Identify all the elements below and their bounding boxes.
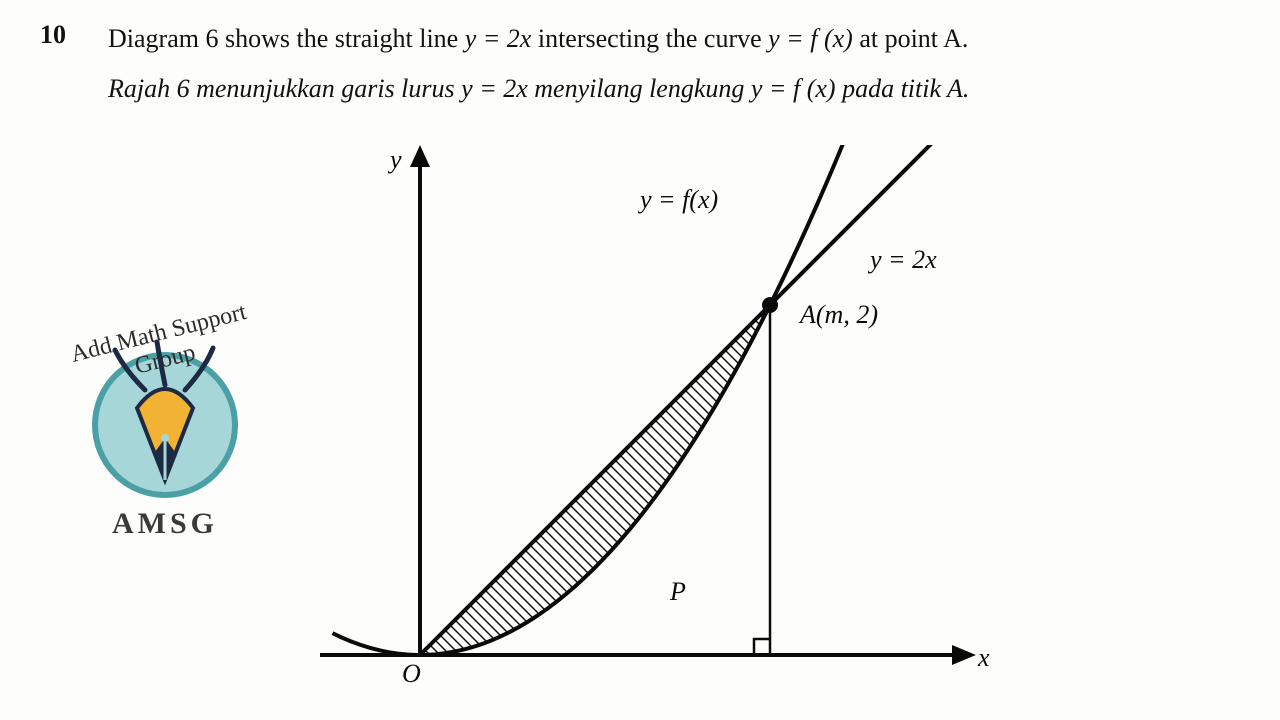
text-my-pre: Rajah 6 menunjukkan garis lurus [108, 74, 461, 103]
point-A-label: A(m, 2) [800, 300, 878, 330]
y-axis-label: y [390, 145, 402, 175]
text-en-post: at point A. [859, 24, 968, 53]
curve-label: y = f(x) [640, 185, 718, 215]
question-text: Diagram 6 shows the straight line y = 2x… [108, 20, 969, 107]
diagram-svg [300, 145, 1000, 705]
eq-line-1: y = 2x [465, 24, 532, 53]
logo-acronym: AMSG [60, 507, 270, 541]
region-P-label: P [670, 577, 686, 607]
eq-line-2: y = 2x [461, 74, 528, 103]
question-number: 10 [40, 20, 80, 50]
text-en-mid: intersecting the curve [538, 24, 768, 53]
eq-curve-2: y = f (x) [751, 74, 836, 103]
line-label: y = 2x [870, 245, 937, 275]
text-my-mid: menyilang lengkung [534, 74, 751, 103]
diagram-6: y x O P y = f(x) y = 2x A(m, 2) [300, 145, 1000, 705]
text-my-post: pada titik A. [842, 74, 969, 103]
text-en-pre: Diagram 6 shows the straight line [108, 24, 465, 53]
amsg-logo: Add Math Support Group AMSG [60, 330, 270, 541]
origin-label: O [402, 659, 421, 689]
x-axis-label: x [978, 643, 990, 673]
eq-curve-1: y = f (x) [768, 24, 853, 53]
